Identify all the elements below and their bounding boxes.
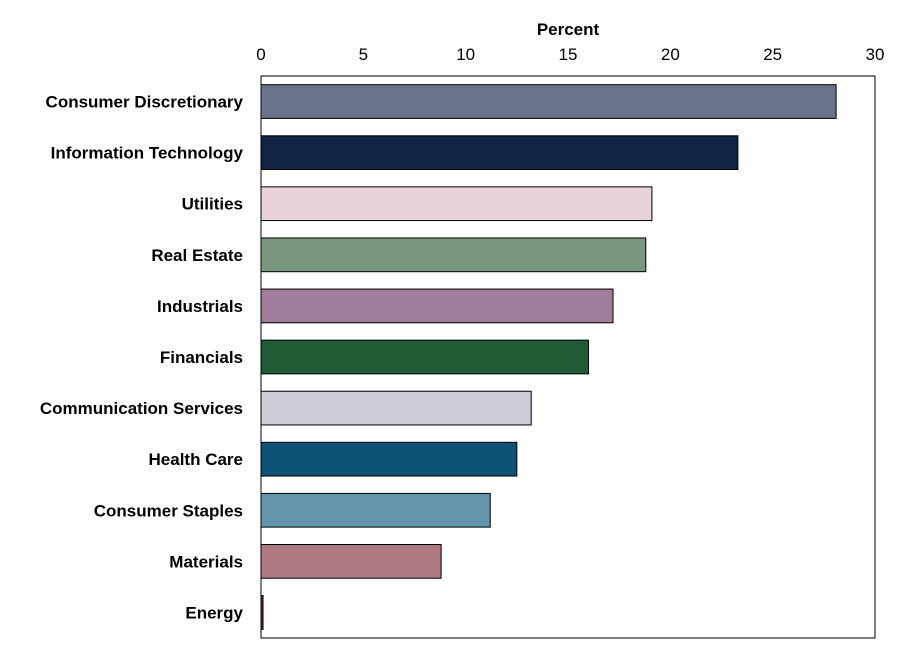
bar bbox=[260, 544, 442, 579]
x-axis-ticks: 0 5 10 15 20 25 30 bbox=[256, 45, 884, 64]
category-label: Communication Services bbox=[40, 399, 243, 418]
x-tick-label: 5 bbox=[359, 45, 368, 64]
category-label: Energy bbox=[185, 603, 243, 622]
x-tick-label: 0 bbox=[256, 45, 265, 64]
x-tick-label: 20 bbox=[661, 45, 680, 64]
bar bbox=[260, 288, 614, 324]
bar bbox=[260, 186, 653, 222]
bars bbox=[260, 84, 837, 630]
category-label: Consumer Discretionary bbox=[46, 93, 244, 112]
category-label: Utilities bbox=[182, 195, 243, 214]
category-label: Financials bbox=[160, 348, 243, 367]
x-tick-label: 25 bbox=[763, 45, 782, 64]
bar bbox=[260, 492, 491, 528]
bar bbox=[260, 135, 739, 170]
category-label: Industrials bbox=[157, 297, 243, 316]
x-axis-title: Percent bbox=[537, 20, 600, 39]
plot-frame bbox=[260, 75, 876, 639]
x-tick-label: 30 bbox=[866, 45, 885, 64]
category-label: Health Care bbox=[149, 450, 243, 469]
category-label: Information Technology bbox=[51, 144, 244, 163]
category-label: Consumer Staples bbox=[94, 501, 243, 520]
x-tick-label: 10 bbox=[456, 45, 475, 64]
bar bbox=[260, 441, 518, 477]
bar bbox=[260, 84, 837, 119]
category-labels: Consumer Discretionary Information Techno… bbox=[40, 93, 244, 623]
bar bbox=[260, 237, 647, 273]
category-label: Real Estate bbox=[151, 246, 243, 265]
x-tick-label: 15 bbox=[559, 45, 578, 64]
bar bbox=[260, 339, 589, 375]
bar bbox=[260, 390, 532, 426]
category-label: Materials bbox=[169, 552, 243, 571]
